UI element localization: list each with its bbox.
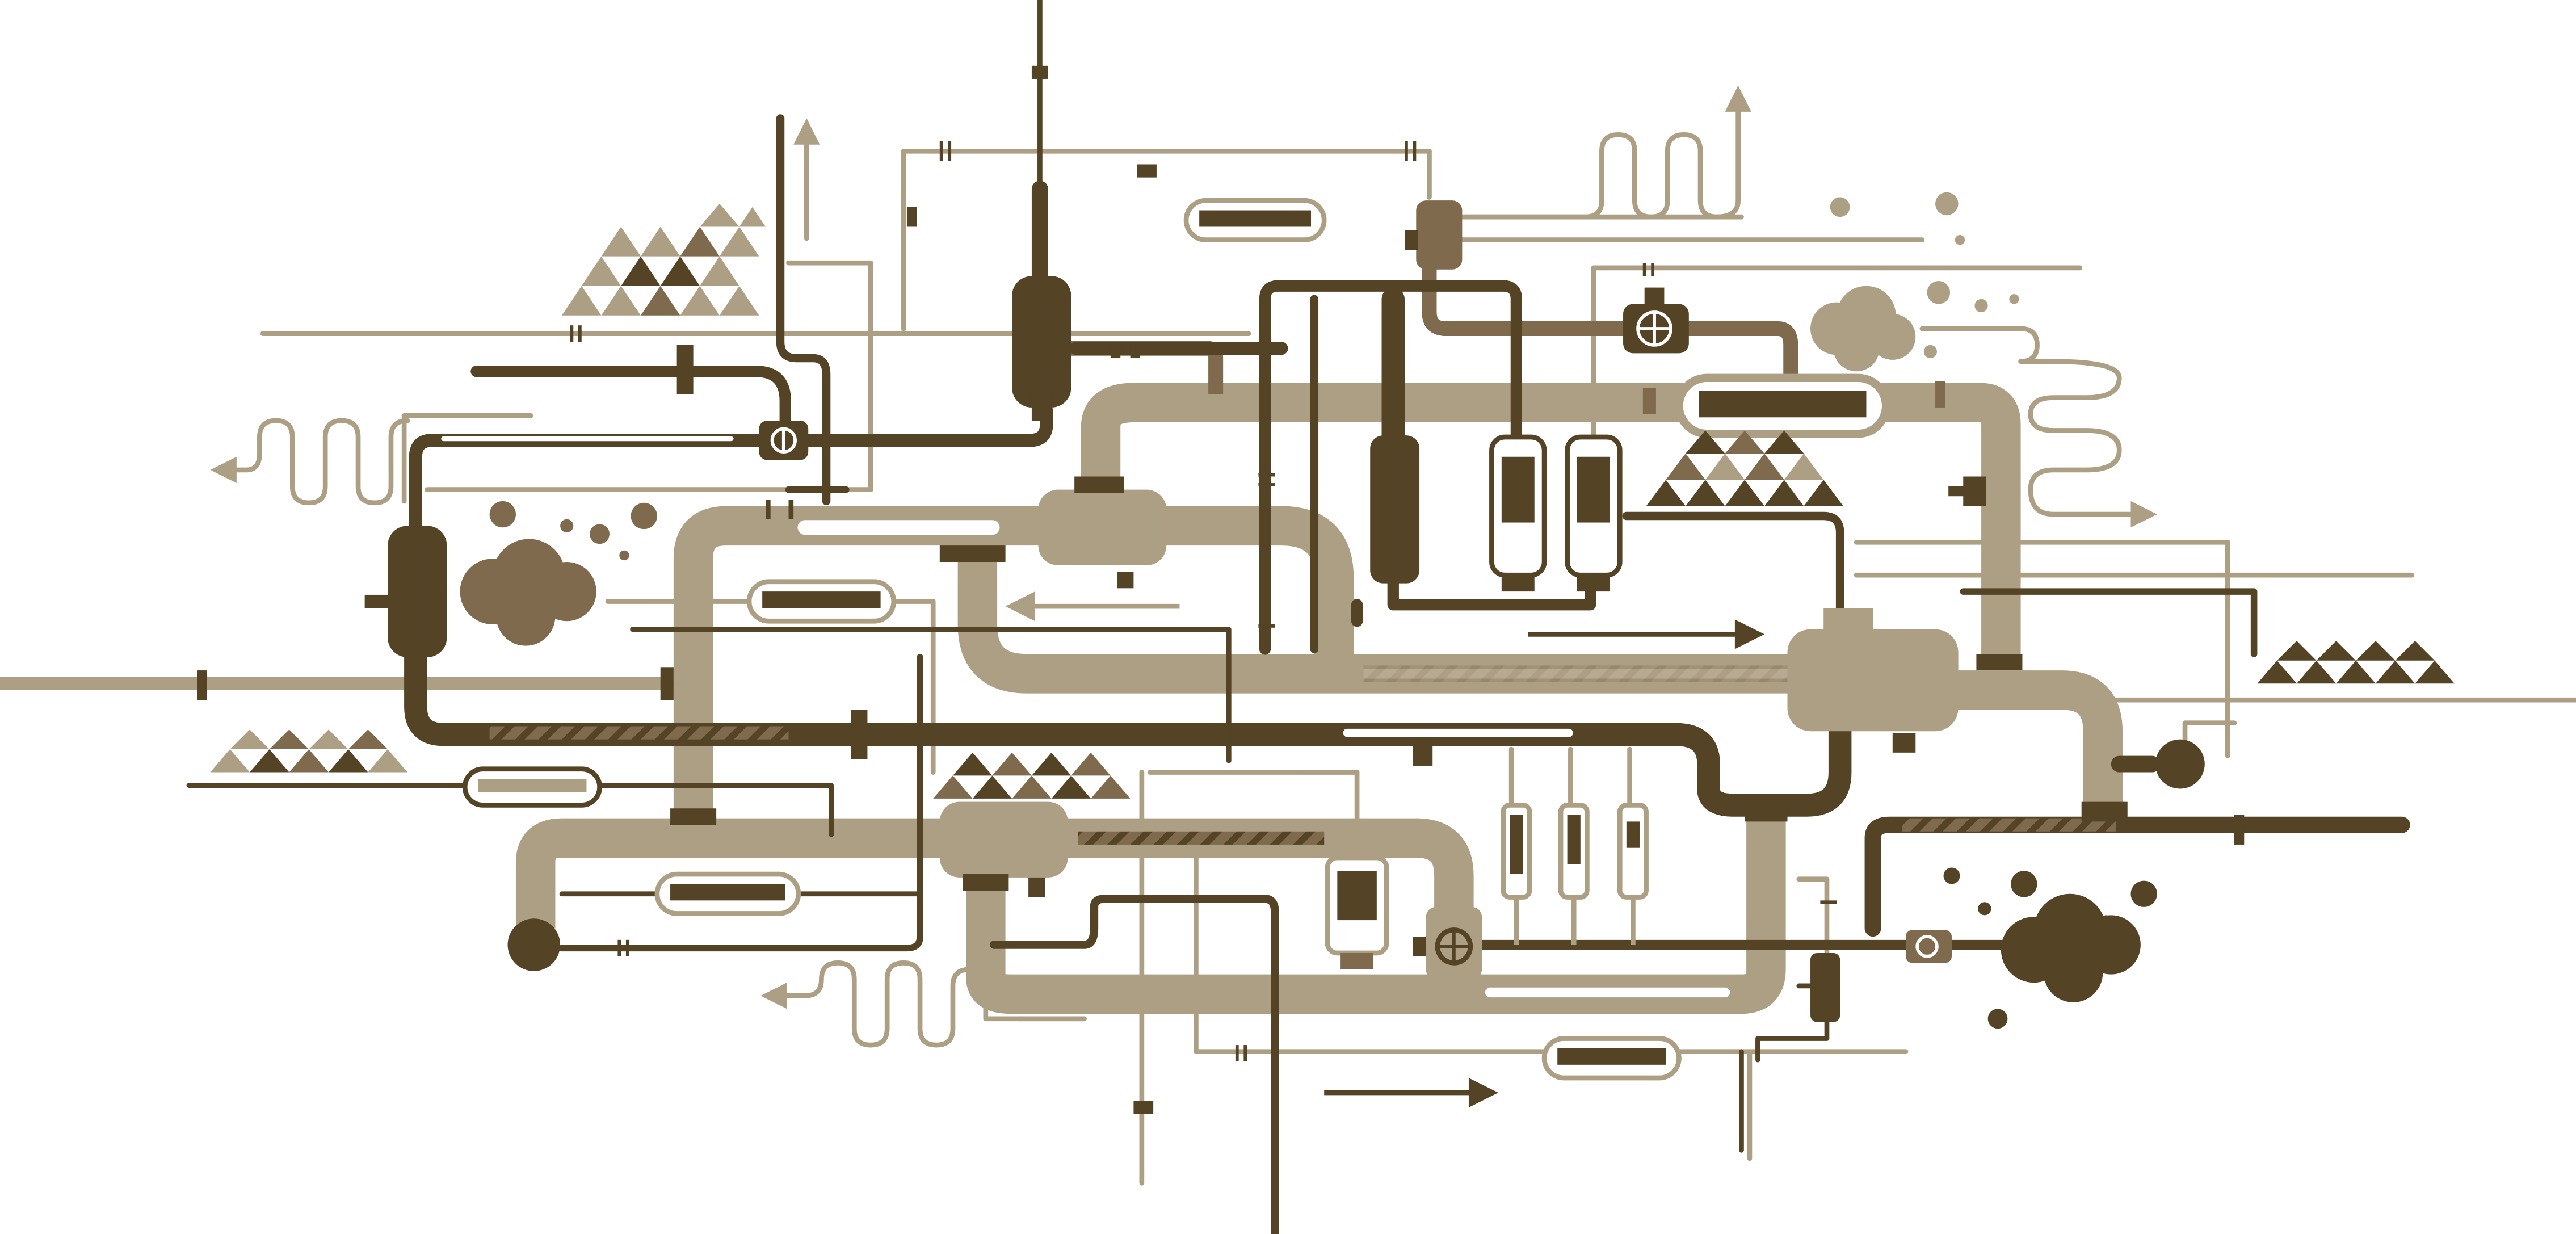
valve-wheel-icon bbox=[1413, 906, 1482, 980]
triangle-pattern-icon bbox=[933, 752, 1131, 799]
valve-wheel-icon bbox=[1905, 930, 1952, 963]
flow-arrow-icon bbox=[210, 456, 237, 484]
hazard-stripes bbox=[489, 665, 2116, 845]
valve-wheel-icon bbox=[759, 421, 809, 460]
light-tank bbox=[1787, 629, 1959, 732]
flow-arrow-icon bbox=[1734, 619, 1764, 649]
flow-arrow-icon bbox=[760, 983, 787, 1009]
large-light-pipes bbox=[515, 383, 2123, 1014]
dark-column-tank bbox=[1370, 435, 1420, 584]
flow-arrow-icon bbox=[1005, 591, 1035, 622]
triangle-pattern-icon bbox=[210, 729, 407, 773]
flow-arrow-icon bbox=[1468, 1077, 1499, 1108]
gauge-tank-icon bbox=[1565, 434, 1623, 592]
squiggle-pipes bbox=[227, 104, 2138, 1048]
cloud-icon bbox=[1943, 867, 2157, 1029]
pipe-flanges bbox=[570, 141, 1837, 1062]
light-tank bbox=[939, 801, 1068, 878]
gauge-tank-icon bbox=[1325, 855, 1389, 969]
triangle-patterns bbox=[210, 203, 2455, 799]
steam-clouds bbox=[460, 192, 2157, 1029]
sight-glass-capsules bbox=[462, 198, 1890, 1081]
vessels-and-tanks bbox=[197, 200, 2245, 1022]
valve-body bbox=[1416, 200, 1463, 270]
triangle-pattern-icon bbox=[1646, 430, 1843, 506]
flow-arrows bbox=[210, 85, 2157, 1108]
triangle-pattern-icon bbox=[562, 203, 766, 316]
gauge-tank-icon bbox=[1489, 434, 1547, 592]
gauge-tanks bbox=[1325, 434, 1649, 969]
boiler-tank bbox=[1012, 276, 1071, 408]
valve-wheels bbox=[507, 65, 2205, 1114]
boiler-tank bbox=[388, 526, 447, 657]
flow-arrow-icon bbox=[2130, 501, 2157, 528]
valve-wheel-icon bbox=[1623, 287, 1689, 354]
flow-arrow-icon bbox=[793, 118, 820, 145]
light-tank bbox=[1038, 489, 1167, 565]
triangle-pattern-icon bbox=[2257, 640, 2455, 684]
flow-arrow-icon bbox=[1725, 85, 1751, 112]
cloud-icon bbox=[460, 501, 657, 646]
cloud-icon bbox=[1810, 192, 2019, 372]
